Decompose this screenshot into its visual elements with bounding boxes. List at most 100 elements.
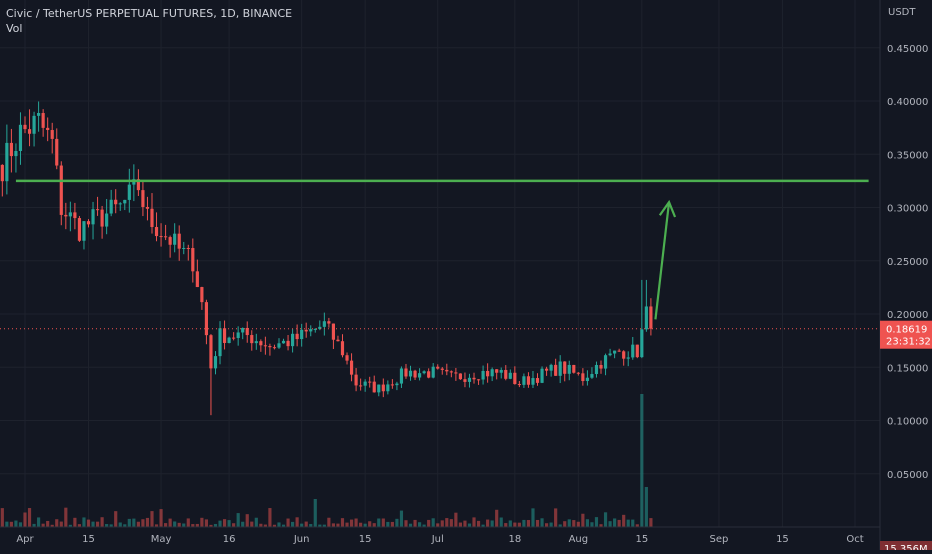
candle-body[interactable] (272, 347, 277, 349)
candle-body[interactable] (27, 129, 32, 134)
candle-body[interactable] (245, 327, 249, 336)
candle-body[interactable] (118, 203, 122, 205)
candle-body[interactable] (608, 353, 612, 356)
candle-body[interactable] (209, 335, 213, 369)
candle-body[interactable] (554, 364, 558, 376)
candle-body[interactable] (590, 374, 594, 378)
candle-body[interactable] (200, 287, 204, 303)
candle-body[interactable] (186, 248, 190, 250)
candle-body[interactable] (408, 370, 413, 377)
annotations[interactable] (15, 179, 869, 320)
candle-body[interactable] (182, 248, 186, 250)
candle-body[interactable] (576, 372, 580, 374)
candle-body[interactable] (5, 142, 9, 182)
candle-body[interactable] (136, 179, 140, 191)
candle-body[interactable] (499, 369, 503, 373)
candle-body[interactable] (322, 321, 326, 327)
candle-body[interactable] (114, 199, 118, 205)
candle-body[interactable] (105, 213, 109, 227)
candle-body[interactable] (454, 372, 458, 374)
candle-body[interactable] (327, 321, 331, 324)
candle-body[interactable] (513, 372, 517, 385)
candle-body[interactable] (567, 364, 571, 374)
candle-body[interactable] (191, 248, 195, 272)
candle-body[interactable] (531, 378, 535, 385)
candle-body[interactable] (399, 368, 404, 384)
candle-body[interactable] (404, 368, 408, 377)
candle-body[interactable] (241, 327, 245, 333)
candle-body[interactable] (635, 344, 639, 358)
candle-body[interactable] (9, 142, 13, 157)
candle-body[interactable] (0, 164, 4, 182)
candle-body[interactable] (431, 366, 435, 378)
candle-body[interactable] (436, 366, 440, 369)
candle-body[interactable] (517, 384, 521, 386)
candle-body[interactable] (445, 369, 449, 372)
candle-body[interactable] (304, 329, 308, 332)
candle-body[interactable] (613, 350, 617, 354)
candle-body[interactable] (535, 378, 540, 383)
candle-body[interactable] (164, 236, 168, 238)
candle-body[interactable] (300, 329, 304, 340)
volume-indicator-label[interactable]: Vol (6, 22, 23, 35)
candle-body[interactable] (91, 209, 95, 225)
candle-body[interactable] (73, 212, 77, 219)
candle-body[interactable] (599, 364, 603, 369)
candle-body[interactable] (204, 302, 209, 336)
candle-body[interactable] (222, 328, 227, 343)
candle-body[interactable] (486, 370, 490, 377)
target-arrow-shaft[interactable] (654, 202, 671, 320)
candle-body[interactable] (395, 383, 399, 386)
candle-body[interactable] (46, 127, 50, 131)
candle-body[interactable] (540, 368, 544, 383)
candle-body[interactable] (526, 376, 531, 385)
candle-body[interactable] (32, 115, 36, 134)
candle-body[interactable] (381, 384, 385, 392)
candle-body[interactable] (354, 374, 358, 386)
candle-body[interactable] (649, 306, 653, 329)
candle-body[interactable] (263, 345, 267, 347)
symbol-title[interactable]: Civic / TetherUS PERPETUAL FUTURES, 1D, … (6, 7, 293, 20)
candle-body[interactable] (254, 341, 258, 344)
candle-body[interactable] (313, 328, 317, 330)
candle-body[interactable] (504, 369, 508, 379)
candle-body[interactable] (318, 326, 322, 329)
candle-body[interactable] (345, 355, 349, 361)
candle-body[interactable] (268, 346, 272, 348)
candle-body[interactable] (195, 271, 199, 288)
candle-body[interactable] (86, 221, 91, 225)
candle-body[interactable] (295, 333, 299, 340)
candle-body[interactable] (603, 355, 608, 369)
candle-body[interactable] (626, 357, 630, 359)
candle-body[interactable] (291, 333, 295, 347)
candle-body[interactable] (77, 218, 82, 241)
candle-body[interactable] (644, 306, 648, 330)
candle-body[interactable] (368, 381, 372, 383)
candle-body[interactable] (563, 361, 567, 374)
candle-body[interactable] (386, 384, 390, 392)
candle-body[interactable] (631, 344, 635, 358)
candle-body[interactable] (227, 337, 231, 343)
candle-body[interactable] (572, 364, 576, 373)
candle-body[interactable] (377, 384, 381, 393)
candle-body[interactable] (123, 199, 127, 204)
candle-body[interactable] (481, 370, 485, 380)
candle-body[interactable] (490, 369, 494, 377)
candle-body[interactable] (390, 384, 394, 386)
candle-body[interactable] (173, 233, 177, 245)
candle-body[interactable] (349, 360, 354, 375)
candle-body[interactable] (581, 373, 585, 382)
candle-body[interactable] (309, 329, 313, 332)
candle-body[interactable] (177, 233, 181, 249)
candle-body[interactable] (476, 379, 481, 381)
candle-body[interactable] (95, 209, 100, 211)
candle-body[interactable] (14, 150, 18, 157)
target-arrow-head[interactable] (658, 199, 677, 218)
candle-body[interactable] (585, 377, 589, 382)
candle-body[interactable] (145, 206, 150, 209)
candle-body[interactable] (23, 124, 27, 130)
candle-body[interactable] (218, 328, 222, 357)
candle-body[interactable] (154, 227, 159, 237)
candle-body[interactable] (213, 356, 218, 369)
